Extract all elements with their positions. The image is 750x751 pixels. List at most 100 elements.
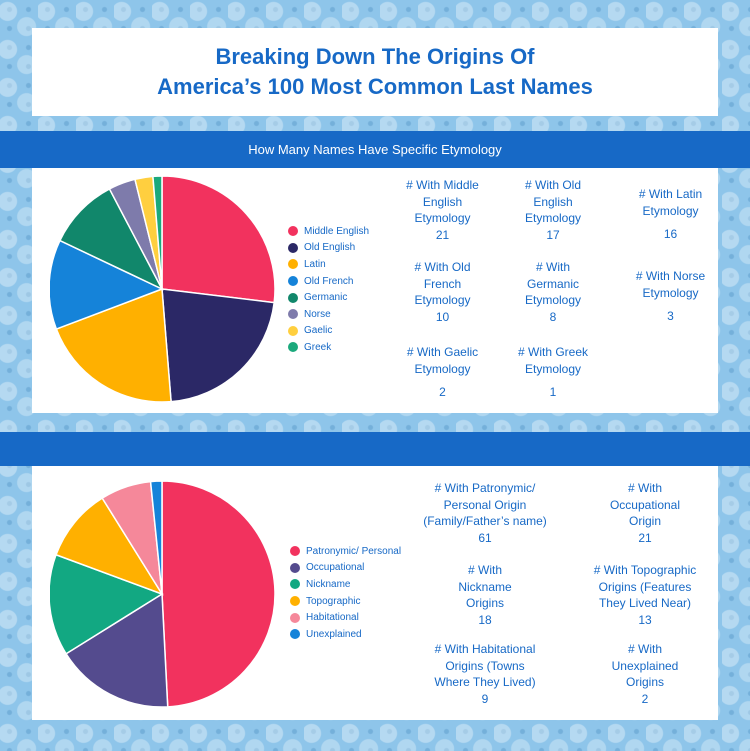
section2-header-band <box>0 432 750 466</box>
legend-item-topographic: Topographic <box>290 593 401 610</box>
stat-old-french: # With Old French Etymology 10 <box>390 259 495 325</box>
stat-value: 21 <box>638 530 652 545</box>
pie-slice-patronymic-personal <box>161 480 276 708</box>
legend-item-germanic: Germanic <box>288 289 369 306</box>
title-line-2: America’s 100 Most Common Last Names <box>157 74 593 99</box>
legend-swatch <box>288 342 298 353</box>
legend-label: Old French <box>304 275 354 287</box>
stat-value: 8 <box>549 309 557 324</box>
stat-label: # With Gaelic Etymology <box>406 345 479 376</box>
stat-norse: # With Norse Etymology 3 <box>618 268 723 325</box>
legend-label: Unexplained <box>306 628 362 640</box>
legend-label: Patronymic/ Personal <box>306 545 402 557</box>
legend-swatch <box>288 309 298 320</box>
stat-gaelic: # With Gaelic Etymology 2 <box>390 344 495 401</box>
page-title: Breaking Down The Origins Of America’s 1… <box>32 28 718 102</box>
etymology-legend: Middle English Old English Latin Old French… <box>288 223 369 356</box>
stat-nickname: # With Nickname Origins 18 <box>405 562 565 628</box>
legend-label: Occupational <box>306 562 365 574</box>
pie-slice-unexplained <box>149 480 163 595</box>
legend-swatch <box>288 226 298 237</box>
legend-label: Nickname <box>306 578 351 590</box>
stat-label: # With Norse Etymology <box>635 269 706 300</box>
stat-old-english: # With Old English Etymology 17 <box>503 177 603 243</box>
section1-header: How Many Names Have Specific Etymology <box>248 142 502 157</box>
legend-item-occupational: Occupational <box>290 560 401 577</box>
stat-value: 18 <box>478 612 492 627</box>
stat-label: # With Old English Etymology <box>524 178 582 225</box>
stat-label: # With Middle English Etymology <box>406 178 479 225</box>
legend-swatch <box>288 259 298 270</box>
legend-label: Topographic <box>306 595 361 607</box>
legend-label: Latin <box>304 258 326 270</box>
legend-item-old-french: Old French <box>288 273 369 290</box>
legend-item-patronymic-personal: Patronymic/ Personal <box>290 543 401 560</box>
legend-swatch <box>290 629 300 640</box>
origin-type-pie-chart <box>50 480 276 708</box>
legend-swatch <box>290 579 300 590</box>
legend-swatch <box>288 292 298 303</box>
pie-slice-germanic <box>58 187 164 291</box>
title-panel: Breaking Down The Origins Of America’s 1… <box>32 28 718 116</box>
stat-value: 17 <box>546 227 560 242</box>
stat-latin: # With Latin Etymology 16 <box>618 186 723 243</box>
pie-slice-nickname <box>50 553 164 655</box>
stat-middle-english: # With Middle English Etymology 21 <box>390 177 495 243</box>
stat-value: 2 <box>641 691 649 706</box>
stat-label: # With Habitational Origins (Towns Where… <box>434 642 536 689</box>
title-line-1: Breaking Down The Origins Of <box>215 44 535 69</box>
legend-swatch <box>288 276 298 287</box>
stat-value: 1 <box>549 385 557 399</box>
stat-label: # With Nickname Origins <box>458 563 512 610</box>
stat-label: # With Topographic Origins (Features The… <box>593 563 697 610</box>
stat-value: 16 <box>663 227 678 241</box>
legend-label: Middle English <box>304 225 370 237</box>
stat-value: 2 <box>439 385 446 399</box>
legend-label: Old English <box>304 242 356 254</box>
pie-slice-middle-english <box>161 175 276 304</box>
legend-item-greek: Greek <box>288 339 369 356</box>
legend-label: Habitational <box>306 612 359 624</box>
stat-habitational: # With Habitational Origins (Towns Where… <box>405 641 565 707</box>
stat-germanic: # With Germanic Etymology 8 <box>503 259 603 325</box>
legend-item-habitational: Habitational <box>290 609 401 626</box>
stat-label: # With Germanic Etymology <box>524 260 582 307</box>
pie-slice-greek <box>152 175 163 290</box>
stat-label: # With Latin Etymology <box>638 187 703 218</box>
origin-type-legend: Patronymic/ Personal Occupational Nickname… <box>290 543 401 643</box>
stat-label: # With Old French Etymology <box>414 260 471 307</box>
legend-swatch <box>290 612 300 623</box>
legend-label: Gaelic <box>304 325 333 337</box>
stat-unexplained: # With Unexplained Origins 2 <box>575 641 715 707</box>
stat-label: # With Occupational Origin <box>609 481 681 528</box>
stat-value: 3 <box>667 309 674 323</box>
legend-label: Germanic <box>304 292 348 304</box>
pie-slice-old-english <box>161 288 276 403</box>
stat-patronymic: # With Patronymic/ Personal Origin (Fami… <box>405 480 565 546</box>
stat-greek: # With Greek Etymology 1 <box>503 344 603 401</box>
legend-item-latin: Latin <box>288 256 369 273</box>
legend-label: Norse <box>304 308 331 320</box>
legend-swatch <box>290 596 300 607</box>
legend-item-nickname: Nickname <box>290 576 401 593</box>
legend-item-norse: Norse <box>288 306 369 323</box>
legend-swatch <box>290 562 300 573</box>
pie-slice-occupational <box>65 592 169 708</box>
pie-slice-topographic <box>55 497 164 596</box>
pie-slice-old-french <box>50 239 164 331</box>
stat-occupational: # With Occupational Origin 21 <box>575 480 715 546</box>
etymology-pie-chart <box>50 175 276 403</box>
stat-label: # With Patronymic/ Personal Origin (Fami… <box>423 481 547 528</box>
pie-slice-latin <box>55 287 172 403</box>
stat-value: 9 <box>481 691 489 706</box>
legend-item-middle-english: Middle English <box>288 223 369 240</box>
legend-swatch <box>288 325 298 336</box>
stat-topographic: # With Topographic Origins (Features The… <box>575 562 715 628</box>
stat-value: 13 <box>638 612 652 627</box>
stat-value: 10 <box>435 309 450 324</box>
stat-label: # With Greek Etymology <box>517 345 589 376</box>
stat-value: 61 <box>478 530 492 545</box>
legend-item-old-english: Old English <box>288 240 369 257</box>
legend-swatch <box>290 546 300 557</box>
legend-label: Greek <box>304 341 332 353</box>
